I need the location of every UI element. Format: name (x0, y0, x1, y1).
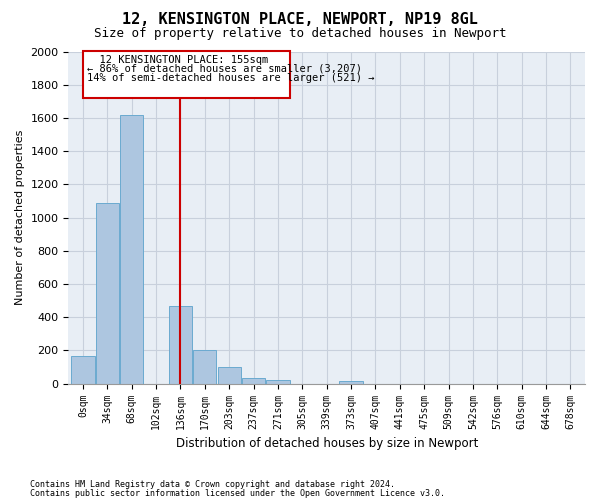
Text: 12, KENSINGTON PLACE, NEWPORT, NP19 8GL: 12, KENSINGTON PLACE, NEWPORT, NP19 8GL (122, 12, 478, 28)
X-axis label: Distribution of detached houses by size in Newport: Distribution of detached houses by size … (176, 437, 478, 450)
Text: Size of property relative to detached houses in Newport: Size of property relative to detached ho… (94, 28, 506, 40)
Bar (193, 350, 217, 384)
Text: 12 KENSINGTON PLACE: 155sqm: 12 KENSINGTON PLACE: 155sqm (86, 55, 268, 65)
Bar (218, 367, 241, 384)
Bar (96, 202, 119, 384)
Text: Contains public sector information licensed under the Open Government Licence v3: Contains public sector information licen… (30, 489, 445, 498)
Bar (242, 378, 265, 384)
Text: 14% of semi-detached houses are larger (521) →: 14% of semi-detached houses are larger (… (86, 73, 374, 83)
Y-axis label: Number of detached properties: Number of detached properties (15, 130, 25, 306)
Bar (169, 306, 192, 384)
Text: Contains HM Land Registry data © Crown copyright and database right 2024.: Contains HM Land Registry data © Crown c… (30, 480, 395, 489)
Bar (120, 114, 143, 384)
Bar (340, 381, 362, 384)
Text: ← 86% of detached houses are smaller (3,207): ← 86% of detached houses are smaller (3,… (86, 64, 362, 74)
Bar (83, 52, 290, 98)
Bar (71, 356, 95, 384)
Bar (266, 380, 290, 384)
